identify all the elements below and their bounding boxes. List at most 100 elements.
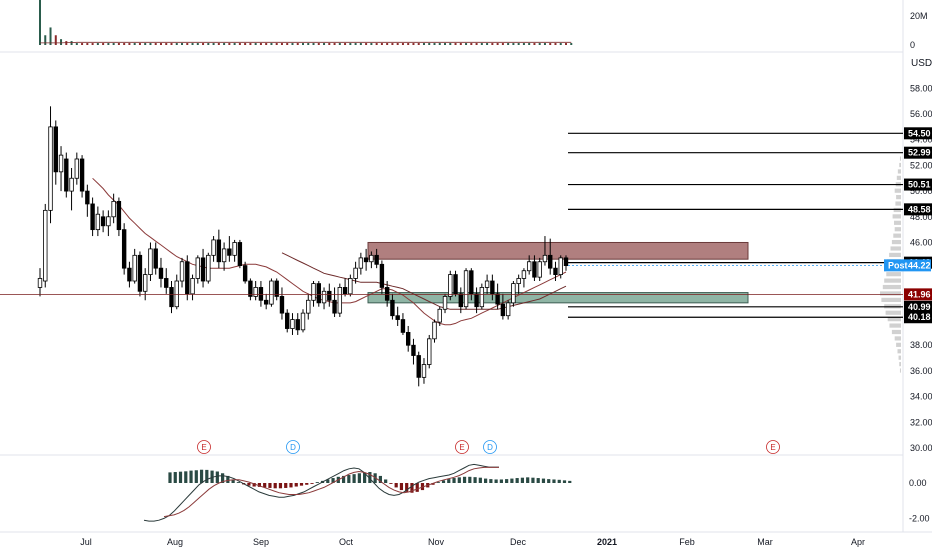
candle (321, 287, 327, 310)
candle (500, 293, 506, 320)
candle (174, 274, 179, 310)
candle-body-down (227, 248, 232, 256)
macd-histogram-bar (531, 477, 535, 483)
candle-body-down (490, 280, 495, 295)
candle (64, 152, 69, 198)
candle (74, 152, 80, 185)
profile-bar (892, 214, 901, 219)
volume-bar (86, 43, 89, 45)
volume-bar (559, 43, 562, 45)
candle (390, 293, 395, 320)
candle-body-up (321, 290, 327, 304)
candle (458, 287, 463, 314)
volume-bar (543, 43, 546, 45)
volume-bar (112, 43, 115, 45)
event-label: D (487, 443, 493, 452)
candle-body-up (37, 278, 43, 288)
macd-histogram-bar (510, 478, 514, 483)
earnings-marker[interactable]: E (766, 440, 780, 454)
price-tick-label: 46.00 (910, 237, 932, 247)
candle-body-down (216, 239, 222, 263)
time-axis[interactable]: Jul Aug Sep Oct Nov Dec 2021 Feb Mar Apr (80, 537, 865, 547)
signal-line (163, 466, 499, 518)
macd-histogram-bar (462, 476, 467, 483)
candle (48, 106, 53, 224)
candle-body-down (469, 270, 474, 295)
macd-histogram-bar (368, 472, 372, 483)
macd-histogram-bar (178, 471, 183, 483)
candle (526, 255, 532, 275)
candle-body-up (337, 287, 343, 314)
candle-body-up (43, 209, 48, 282)
price-level-tag-label: 52.99 (908, 148, 931, 158)
candle-body-up (174, 280, 179, 308)
candle (463, 268, 469, 310)
volume-bar (228, 43, 231, 45)
macd-histogram-bar (252, 483, 256, 487)
macd-histogram-bar (215, 471, 219, 483)
candle-body-down (400, 319, 406, 333)
candle-body-down (79, 158, 85, 192)
candle (53, 120, 58, 185)
volume-bar (344, 43, 347, 45)
price-level-tag-label: 50.51 (908, 180, 931, 190)
candle (190, 274, 195, 301)
candle (448, 270, 453, 301)
candle (258, 281, 264, 307)
earnings-marker[interactable]: E (197, 440, 211, 454)
candle-body-up (369, 254, 374, 263)
candle (95, 206, 101, 237)
candle-body-up (69, 177, 74, 192)
candle (263, 293, 269, 310)
profile-bar (894, 227, 901, 232)
candle-body-up (448, 274, 453, 297)
candle-body-up (95, 213, 101, 231)
macd-histogram-bar (305, 483, 309, 485)
volume-bar (517, 43, 520, 45)
candle (148, 242, 153, 282)
candle-body-down (185, 261, 190, 295)
volume-bar (412, 43, 415, 45)
post-value: 44.22 (908, 260, 931, 270)
candle (237, 239, 243, 269)
time-tick-label: Aug (167, 537, 183, 547)
macd-histogram-bar (363, 472, 367, 483)
candle (132, 248, 137, 284)
volume-bar (270, 43, 273, 45)
candle-body-up (311, 283, 316, 301)
volume-bar (144, 43, 147, 45)
candle-body-up (542, 254, 548, 263)
volume-bar (565, 43, 567, 45)
candle-body-up (358, 257, 364, 269)
macd-tick-label: -2.00 (909, 513, 930, 523)
candle-body-up (253, 287, 258, 297)
macd-histogram-bar (541, 478, 546, 483)
candle-body-down (327, 290, 332, 301)
macd-histogram-bar (457, 477, 461, 483)
volume-bar (154, 43, 157, 45)
candle (516, 274, 521, 294)
currency-label: USD (911, 58, 932, 69)
macd-histogram-bar (341, 475, 346, 483)
candle (469, 268, 474, 301)
event-circle (197, 440, 211, 454)
volume-bar (459, 43, 462, 45)
price-tick-label: 52.00 (910, 160, 932, 170)
candle (295, 313, 300, 335)
volume-bar (538, 43, 541, 45)
candle-body-up (479, 287, 485, 308)
candle (316, 281, 321, 307)
macd-histogram-bar (384, 479, 388, 483)
candle (353, 261, 358, 284)
price-tags: 54.5052.9950.5148.5844.4341.9640.9940.18… (884, 127, 932, 324)
volume-bar (107, 43, 110, 45)
volume-bar (312, 43, 315, 45)
macd-histogram-bar (405, 483, 409, 492)
earnings-marker[interactable]: E (455, 440, 469, 454)
dividend-marker[interactable]: D (483, 440, 497, 454)
macd-histogram-bar (536, 478, 540, 483)
dividend-marker[interactable]: D (286, 440, 300, 454)
macd-line (143, 463, 499, 522)
